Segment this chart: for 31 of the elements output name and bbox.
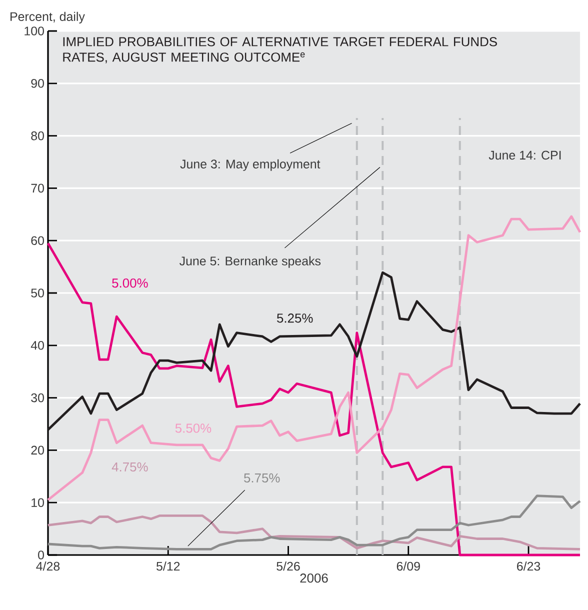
y-tick-label: 80 <box>31 131 44 140</box>
y-tick-label: 50 <box>31 288 44 298</box>
text: 5.75% <box>244 473 280 483</box>
y-tick-label: 10 <box>32 498 44 508</box>
x-tick-label: 6/23 <box>517 562 540 571</box>
x-tick-label: 5/12 <box>156 562 180 571</box>
y-tick-label: 0 <box>38 550 44 560</box>
line-series <box>46 514 582 550</box>
x-tick-label: 5/26 <box>276 562 300 571</box>
ref-line-label: June 14: CPI <box>488 150 561 160</box>
text: 5.00% <box>112 278 148 288</box>
ref-line-label: June 5: Bernanke speaks <box>180 256 321 268</box>
y-tick-label: 30 <box>31 393 44 402</box>
y-tick-label: 60 <box>31 236 44 246</box>
y-tick-label: 100 <box>24 26 44 36</box>
text: IMPLIED PROBABILITIES OF ALTERNATIVE TARGET FEDERAL FUNDS RATES, AUGUST MEETING OUTCOME$^{e}$ <box>63 37 497 64</box>
ref-line-label: June 3: May employment <box>180 159 320 171</box>
text: 4.75% <box>112 462 148 472</box>
y-tick-label: 40 <box>30 340 44 350</box>
y-tick-label: 70 <box>31 184 44 193</box>
x-tick-label: 6/09 <box>396 562 420 571</box>
y-axis-title: Percent, daily <box>10 12 85 24</box>
x-tick-label: 4/28 <box>36 562 60 571</box>
series-label: 5.25% <box>277 314 313 323</box>
line-series <box>46 494 582 550</box>
line-series <box>46 271 582 431</box>
series-label: 5.50% <box>175 424 212 433</box>
y-tick-label: 20 <box>31 446 44 455</box>
y-tick-label: 90 <box>31 78 44 88</box>
x-axis-title: 2006 <box>300 574 328 583</box>
line-series <box>46 215 582 502</box>
